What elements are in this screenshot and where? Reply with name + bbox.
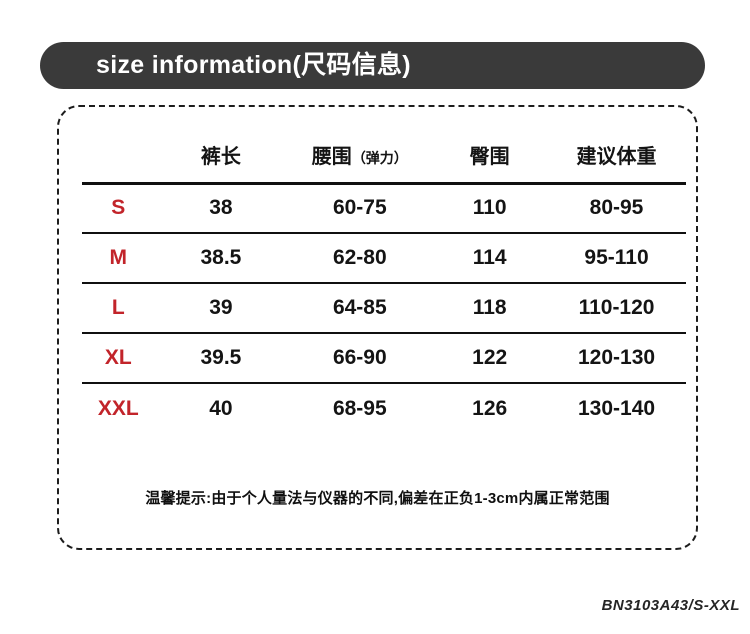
weight-cell: 120-130	[547, 333, 686, 384]
weight-cell: 110-120	[547, 283, 686, 334]
pants-length-cell: 39	[154, 283, 288, 334]
header-weight: 建议体重	[547, 107, 686, 185]
table-row-l: L 39 64-85 118 110-120	[82, 283, 686, 334]
pants-length-cell: 38.5	[154, 233, 288, 284]
hip-cell: 126	[472, 396, 508, 420]
size-table-body: S 38 60-75 110 80-95 M 38.5 62-80 114 95…	[82, 183, 686, 433]
weight-cell: 80-95	[547, 183, 686, 234]
size-table-panel: 裤长 腰围（弹力） 臀围 建议体重 S 38 60-75 110 80-95 M…	[57, 105, 698, 550]
hip-cell: 114	[432, 233, 548, 284]
header-waist: 腰围（弹力）	[287, 107, 433, 185]
section-title-pill: size information(尺码信息)	[40, 42, 705, 89]
waist-cell: 68-95	[332, 396, 387, 420]
weight-cell: 95-110	[547, 233, 686, 284]
size-label: M	[82, 233, 155, 284]
table-row-m: M 38.5 62-80 114 95-110	[82, 233, 686, 284]
header-row: 裤长 腰围（弹力） 臀围 建议体重	[82, 107, 686, 185]
size-label: S	[82, 183, 155, 234]
table-row-xl: XL 39.5 66-90 122 120-130	[82, 333, 686, 384]
table-row-s: S 38 60-75 110 80-95	[82, 183, 686, 234]
waist-cell: 62-80	[287, 233, 433, 284]
size-table-header: 裤长 腰围（弹力） 臀围 建议体重	[82, 107, 686, 185]
hip-cell: 110	[432, 183, 548, 234]
size-label: XL	[82, 333, 155, 384]
table-row-xxl: XXL 40 68-95 126 130-140	[82, 383, 686, 433]
product-code: BN3103A43/S-XXL	[601, 597, 740, 614]
weight-cell: 130-140	[577, 396, 656, 420]
size-table: 裤长 腰围（弹力） 臀围 建议体重 S 38 60-75 110 80-95 M…	[82, 107, 686, 433]
measurement-tolerance-note: 温馨提示:由于个人量法与仪器的不同,偏差在正负1-3cm内属正常范围	[145, 490, 610, 507]
header-pants-length: 裤长	[154, 107, 288, 185]
waist-cell: 60-75	[287, 183, 433, 234]
hip-cell: 122	[432, 333, 548, 384]
size-label: L	[82, 283, 155, 334]
header-hip: 臀围	[432, 107, 548, 185]
header-size	[82, 107, 155, 185]
waist-cell: 66-90	[287, 333, 433, 384]
hip-cell: 118	[432, 283, 548, 334]
waist-cell: 64-85	[287, 283, 433, 334]
pants-length-cell: 39.5	[154, 333, 288, 384]
header-waist-note: （弹力）	[351, 149, 408, 166]
size-label: XXL	[97, 396, 139, 420]
pants-length-cell: 40	[209, 396, 233, 420]
pants-length-cell: 38	[154, 183, 288, 234]
header-waist-label: 腰围	[311, 145, 352, 168]
